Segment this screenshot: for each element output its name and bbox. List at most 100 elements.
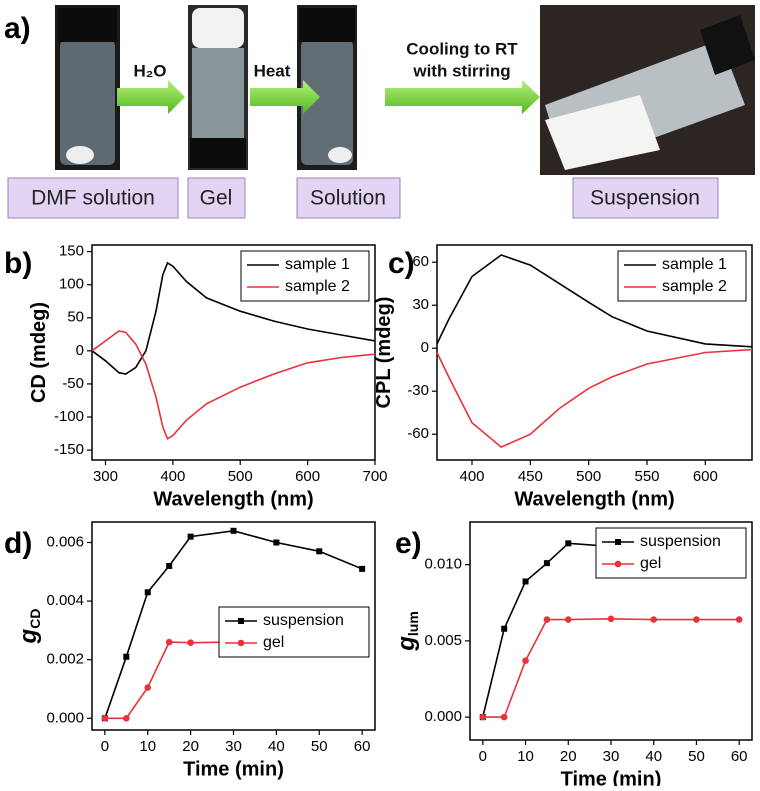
y-axis-symbol: CPL (mdeg) — [373, 297, 395, 409]
point — [144, 684, 152, 691]
point — [101, 714, 109, 722]
y-tick-label: 0.004 — [46, 592, 84, 609]
point — [123, 653, 130, 660]
panel-label: b) — [4, 247, 32, 280]
caption-box — [187, 177, 246, 219]
y-tick-label: 50 — [67, 309, 84, 326]
point — [165, 638, 173, 646]
legend-marker — [615, 539, 621, 545]
point — [522, 578, 529, 585]
y-axis-symbol: CD (mdeg) — [28, 302, 50, 403]
series-line — [91, 261, 376, 375]
y-tick-label: -150 — [54, 441, 84, 458]
y-axis-symbol: g — [393, 636, 420, 652]
x-tick-label: 400 — [160, 468, 185, 485]
plot-frame — [91, 244, 376, 461]
x-tick-label: 500 — [228, 468, 253, 485]
point — [359, 565, 366, 572]
arrow-label: Heat — [254, 61, 291, 80]
legend-label: sample 2 — [285, 278, 350, 295]
y-tick-label: 60 — [412, 253, 429, 270]
panel-label: d) — [4, 527, 32, 560]
point — [230, 527, 237, 534]
panel-label: e) — [395, 527, 422, 560]
x-tick-label: 60 — [731, 748, 748, 765]
y-tick-label: 0.005 — [424, 632, 462, 649]
step-label: Solution — [310, 187, 386, 210]
point — [693, 616, 700, 623]
x-tick-label: 400 — [459, 468, 484, 485]
arrow-label: Cooling to RT — [406, 39, 518, 58]
point — [501, 625, 508, 632]
y-tick-label: 0.002 — [46, 651, 84, 668]
arrow — [385, 80, 540, 114]
point — [166, 562, 173, 569]
photo — [55, 5, 120, 170]
point — [123, 714, 130, 722]
x-tick-label: 550 — [634, 468, 659, 485]
y-tick-label: -50 — [62, 375, 84, 392]
x-tick-label: 300 — [93, 468, 118, 485]
x-tick-label: 10 — [517, 748, 534, 765]
point — [522, 657, 529, 665]
y-axis-subscript: CD — [27, 609, 43, 629]
arrow-label: with stirring — [412, 61, 510, 80]
legend-marker — [238, 618, 244, 624]
y-axis-subscript: lum — [405, 611, 421, 636]
y-tick-label: 0 — [421, 339, 429, 356]
legend-label: gel — [263, 634, 284, 651]
series-line — [91, 330, 376, 440]
point — [187, 533, 194, 540]
legend-box — [617, 250, 747, 302]
y-axis-label: CD (mdeg) — [28, 302, 50, 403]
legend-marker — [237, 639, 245, 647]
photo — [297, 5, 357, 170]
point — [316, 548, 323, 555]
x-tick-label: 50 — [688, 748, 705, 765]
photo — [188, 5, 248, 170]
y-tick-label: 0 — [76, 342, 84, 359]
point — [650, 616, 658, 623]
x-tick-label: 60 — [354, 738, 371, 755]
y-tick-label: 0.006 — [46, 533, 84, 550]
point — [187, 639, 194, 646]
point — [144, 589, 151, 596]
x-axis-label: Time (min) — [183, 758, 284, 780]
x-axis-label: Wavelength (nm) — [153, 488, 313, 510]
y-tick-label: 0.000 — [46, 709, 84, 726]
x-tick-label: 20 — [182, 738, 199, 755]
step-label: DMF solution — [31, 187, 155, 210]
x-tick-label: 30 — [225, 738, 242, 755]
legend-label: sample 1 — [285, 256, 350, 273]
x-tick-label: 700 — [362, 468, 387, 485]
y-tick-label: 30 — [412, 296, 429, 313]
caption-box — [572, 177, 719, 219]
y-axis-label: CPL (mdeg) — [373, 297, 395, 409]
point — [479, 713, 487, 721]
x-tick-label: 20 — [560, 748, 577, 765]
point — [565, 540, 572, 547]
y-tick-label: 150 — [59, 243, 84, 260]
x-tick-label: 50 — [311, 738, 328, 755]
x-tick-label: 500 — [576, 468, 601, 485]
x-tick-label: 450 — [518, 468, 543, 485]
x-tick-label: 600 — [693, 468, 718, 485]
series-line — [436, 348, 753, 449]
caption-box — [7, 177, 179, 219]
scheme: a) DMF solutio — [4, 5, 755, 219]
legend-box — [240, 250, 370, 302]
y-tick-label: 100 — [59, 276, 84, 293]
x-axis-label: Time (min) — [561, 768, 662, 786]
series-line — [482, 617, 740, 718]
caption-box — [296, 177, 401, 219]
point — [607, 615, 615, 623]
legend-label: sample 2 — [662, 278, 727, 295]
x-tick-label: 0 — [479, 748, 487, 765]
y-tick-label: -30 — [407, 382, 429, 399]
x-tick-label: 10 — [139, 738, 156, 755]
step-label: Gel — [200, 187, 233, 210]
arrow — [117, 80, 185, 114]
point — [500, 713, 508, 721]
x-axis-label: Wavelength (nm) — [514, 488, 674, 510]
